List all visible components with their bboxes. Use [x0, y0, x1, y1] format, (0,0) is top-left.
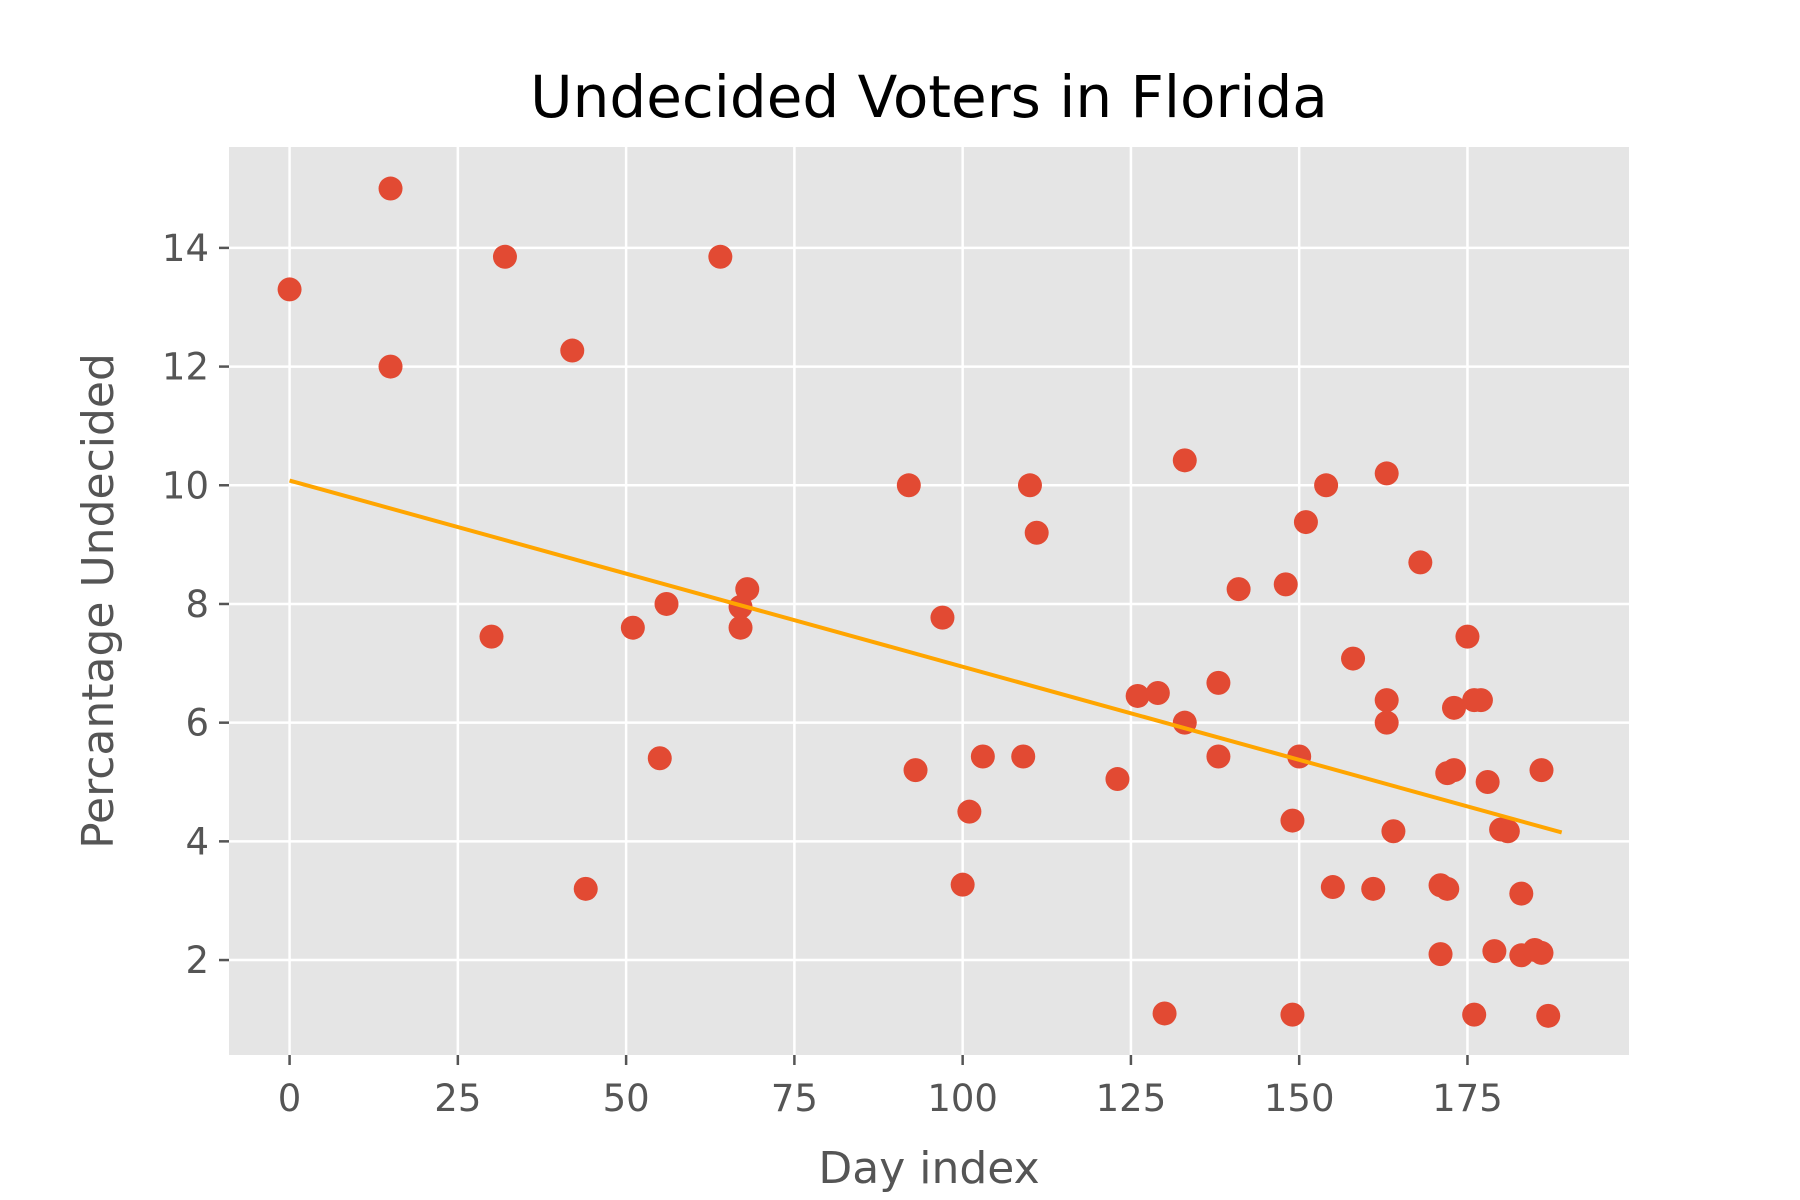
data-point: [957, 799, 982, 824]
y-tick-label: 4: [185, 820, 209, 863]
data-point: [1475, 770, 1500, 795]
x-tick-label: 150: [1264, 1077, 1335, 1120]
data-point: [1172, 448, 1197, 473]
data-point: [950, 872, 975, 897]
data-point: [1017, 473, 1042, 498]
data-point: [708, 244, 733, 269]
data-point: [1455, 624, 1480, 649]
x-tick-label: 125: [1096, 1077, 1167, 1120]
data-point: [1529, 758, 1554, 783]
data-point: [1280, 1002, 1305, 1027]
y-tick-label: 12: [162, 346, 209, 389]
data-point: [1361, 876, 1386, 901]
data-point: [1529, 940, 1554, 965]
data-point: [728, 615, 753, 640]
data-point: [1509, 881, 1534, 906]
y-tick-label: 2: [185, 939, 209, 982]
data-point: [903, 758, 928, 783]
data-point: [573, 876, 598, 901]
data-point: [1125, 683, 1150, 708]
data-point: [560, 338, 585, 363]
data-point: [1374, 710, 1399, 735]
data-point: [930, 605, 955, 630]
data-point: [1428, 942, 1453, 967]
data-point: [1495, 819, 1520, 844]
data-point: [1273, 572, 1298, 597]
data-point: [1145, 680, 1170, 705]
data-point: [492, 244, 517, 269]
data-point: [1468, 688, 1493, 713]
data-point: [1206, 670, 1231, 695]
y-axis-label: Percantage Undecided: [73, 353, 124, 849]
data-point: [1314, 473, 1339, 498]
y-tick-label: 8: [185, 583, 209, 626]
data-point: [277, 277, 302, 302]
data-point: [1206, 744, 1231, 769]
data-point: [896, 473, 921, 498]
x-tick-label: 50: [603, 1077, 650, 1120]
y-tick-label: 6: [185, 702, 209, 745]
x-tick-label: 100: [927, 1077, 998, 1120]
scatter-points: [277, 176, 1561, 1028]
data-point: [654, 591, 679, 616]
data-point: [1105, 767, 1130, 792]
data-point: [620, 615, 645, 640]
data-point: [1536, 1003, 1561, 1028]
data-point: [1374, 461, 1399, 486]
plot-panel: [229, 147, 1629, 1055]
data-point: [970, 744, 995, 769]
x-axis-label: Day index: [818, 1143, 1039, 1194]
x-gridlines: [288, 147, 1469, 1055]
data-point: [1293, 510, 1318, 535]
x-axis-ticks: 0 25 50 75 100 125 150 175: [278, 1055, 1503, 1120]
data-point: [1482, 939, 1507, 964]
data-point: [647, 746, 672, 771]
data-point: [1024, 520, 1049, 545]
data-point: [1442, 758, 1466, 783]
x-tick-label: 75: [771, 1077, 818, 1120]
data-point: [1226, 577, 1251, 602]
data-point: [1152, 1001, 1177, 1026]
chart-title: Undecided Voters in Florida: [530, 63, 1328, 131]
data-point: [378, 176, 403, 201]
data-point: [735, 577, 760, 602]
x-tick-label: 0: [278, 1077, 302, 1120]
data-point: [1341, 646, 1366, 671]
x-tick-label: 25: [434, 1077, 481, 1120]
data-point: [378, 354, 403, 379]
y-tick-label: 10: [162, 464, 209, 507]
x-tick-label: 175: [1432, 1077, 1503, 1120]
data-point: [1442, 695, 1466, 720]
data-point: [1011, 744, 1036, 769]
data-point: [1320, 875, 1345, 900]
data-point: [1462, 1002, 1487, 1027]
data-point: [1374, 688, 1399, 713]
data-point: [479, 624, 504, 649]
data-point: [1280, 808, 1305, 833]
data-point: [1408, 550, 1433, 575]
data-point: [1381, 819, 1406, 844]
y-tick-label: 14: [162, 227, 209, 270]
trend-line: [289, 478, 1563, 835]
data-point: [1435, 876, 1460, 901]
y-axis-ticks: 2 4 6 8 10 12 14: [162, 227, 229, 982]
